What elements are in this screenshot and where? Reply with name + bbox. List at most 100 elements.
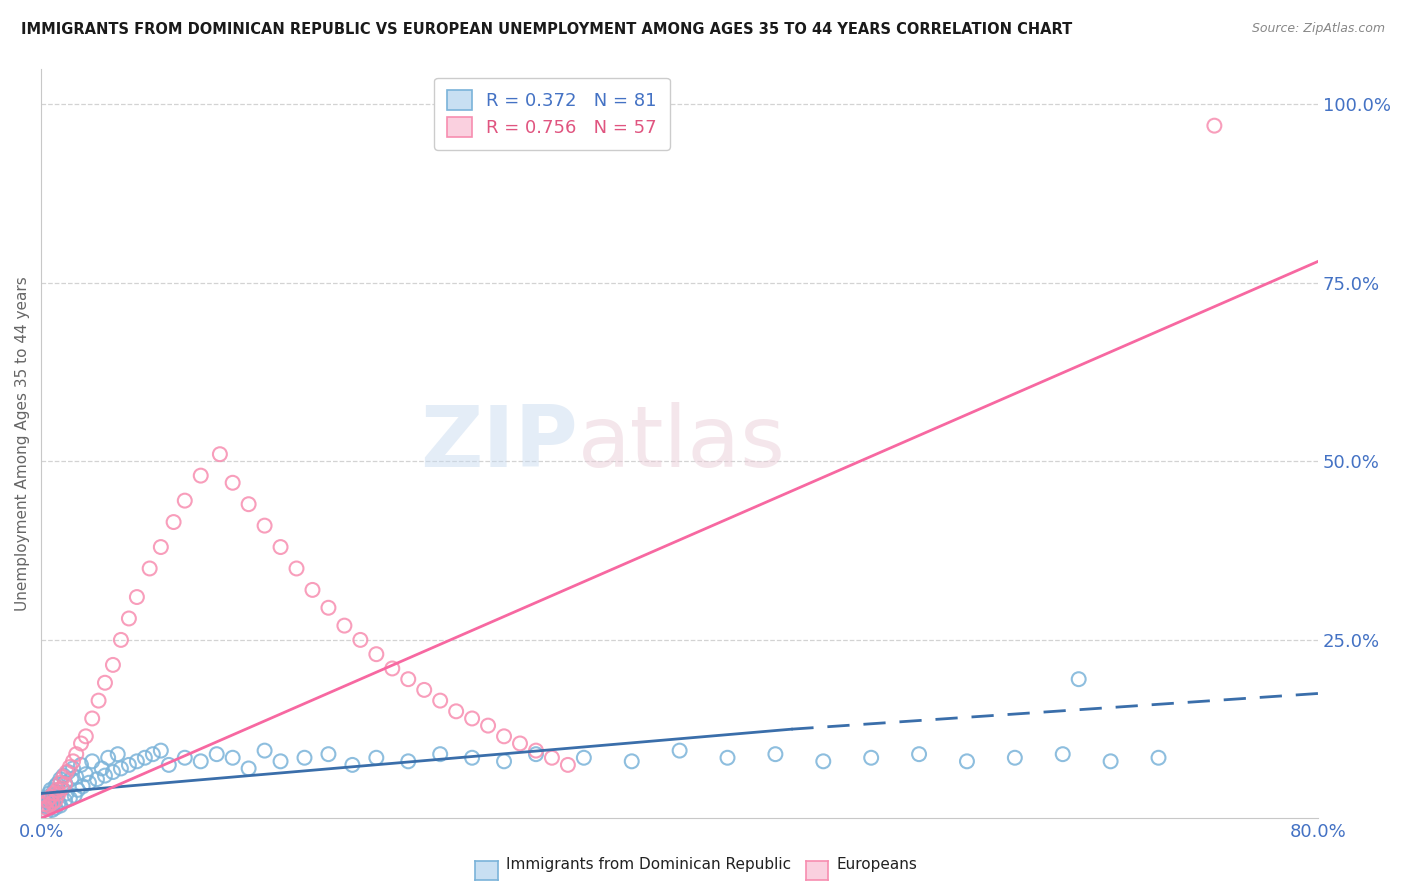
Point: [813, 754, 835, 768]
Point: [221, 475, 243, 490]
Point: [668, 743, 690, 757]
Point: [173, 493, 195, 508]
Point: [134, 750, 156, 764]
Point: [42, 787, 65, 801]
Point: [860, 750, 883, 764]
Point: [39, 783, 62, 797]
Text: IMMIGRANTS FROM DOMINICAN REPUBLIC VS EUROPEAN UNEMPLOYMENT AMONG AGES 35 TO 44 : IMMIGRANTS FROM DOMINICAN REPUBLIC VS EU…: [21, 22, 1073, 37]
Point: [31, 803, 53, 817]
Point: [763, 747, 786, 761]
Point: [461, 711, 484, 725]
Point: [52, 769, 75, 783]
Point: [1004, 750, 1026, 764]
Point: [318, 600, 340, 615]
Point: [524, 747, 547, 761]
Point: [107, 747, 129, 761]
Point: [75, 767, 97, 781]
Point: [157, 758, 180, 772]
Point: [38, 796, 60, 810]
Point: [142, 747, 165, 761]
Point: [342, 758, 364, 772]
Text: ZIP: ZIP: [420, 402, 578, 485]
Point: [35, 794, 58, 808]
Point: [44, 780, 66, 794]
Point: [101, 657, 124, 672]
Point: [396, 672, 419, 686]
Point: [37, 790, 59, 805]
Point: [55, 787, 77, 801]
Point: [162, 515, 184, 529]
Point: [572, 750, 595, 764]
Point: [716, 750, 738, 764]
Point: [75, 729, 97, 743]
Point: [31, 803, 53, 817]
Point: [118, 611, 141, 625]
Text: Immigrants from Dominican Republic: Immigrants from Dominican Republic: [506, 857, 792, 872]
Point: [238, 497, 260, 511]
Point: [51, 781, 73, 796]
Legend: R = 0.372   N = 81, R = 0.756   N = 57: R = 0.372 N = 81, R = 0.756 N = 57: [434, 78, 669, 150]
Point: [62, 754, 84, 768]
Text: Source: ZipAtlas.com: Source: ZipAtlas.com: [1251, 22, 1385, 36]
Point: [42, 784, 65, 798]
Point: [46, 790, 69, 805]
Point: [34, 798, 56, 813]
Point: [333, 618, 356, 632]
Point: [46, 783, 69, 797]
Point: [429, 693, 451, 707]
Point: [66, 783, 89, 797]
Point: [44, 794, 66, 808]
Point: [149, 743, 172, 757]
Point: [48, 787, 70, 801]
Point: [1052, 747, 1074, 761]
Point: [41, 796, 63, 810]
Point: [381, 661, 404, 675]
Point: [138, 561, 160, 575]
Point: [125, 590, 148, 604]
Point: [301, 582, 323, 597]
Point: [541, 750, 564, 764]
Point: [429, 747, 451, 761]
Point: [82, 711, 104, 725]
Point: [59, 791, 82, 805]
Point: [65, 770, 87, 784]
Point: [620, 754, 643, 768]
Point: [59, 760, 82, 774]
Point: [49, 776, 72, 790]
Point: [101, 765, 124, 780]
Point: [94, 675, 117, 690]
Point: [53, 776, 76, 790]
Point: [38, 798, 60, 813]
Point: [49, 772, 72, 787]
Point: [349, 632, 371, 647]
Point: [190, 468, 212, 483]
Point: [38, 787, 60, 801]
Point: [48, 796, 70, 810]
Point: [477, 718, 499, 732]
Point: [208, 447, 231, 461]
Point: [205, 747, 228, 761]
Point: [51, 781, 73, 796]
Point: [41, 794, 63, 808]
Point: [97, 750, 120, 764]
Y-axis label: Unemployment Among Ages 35 to 44 years: Unemployment Among Ages 35 to 44 years: [15, 277, 30, 611]
Point: [77, 776, 100, 790]
Point: [87, 693, 110, 707]
Point: [396, 754, 419, 768]
Point: [46, 777, 69, 791]
Point: [956, 754, 979, 768]
Point: [35, 801, 58, 815]
Point: [285, 561, 308, 575]
Point: [524, 743, 547, 757]
Point: [1067, 672, 1090, 686]
Point: [110, 762, 132, 776]
Text: Europeans: Europeans: [837, 857, 918, 872]
Point: [39, 798, 62, 813]
Point: [253, 743, 276, 757]
Point: [149, 540, 172, 554]
Point: [509, 736, 531, 750]
Point: [86, 772, 108, 787]
Point: [82, 754, 104, 768]
Point: [34, 797, 56, 812]
Point: [270, 540, 292, 554]
